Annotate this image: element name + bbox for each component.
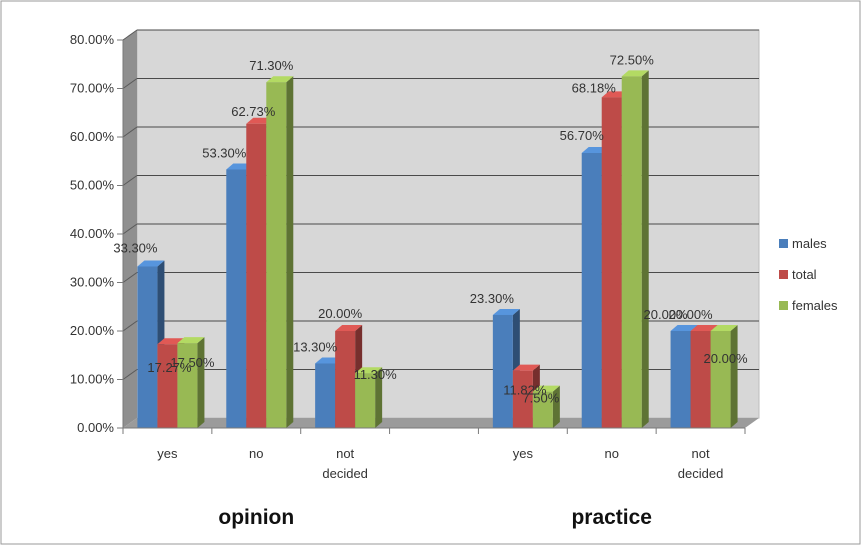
bar-side-females — [641, 70, 649, 428]
bar-total — [335, 331, 356, 428]
group-label: practice — [571, 506, 652, 529]
bar-top-males — [137, 260, 165, 267]
data-label-males: 23.30% — [470, 291, 515, 306]
data-label-females: 17.50% — [170, 355, 215, 370]
gridline-side — [122, 175, 138, 186]
bar-top-females — [621, 70, 649, 77]
x-tick-label: no — [249, 446, 263, 461]
bar-side-females — [286, 76, 294, 428]
bar-males — [670, 331, 691, 428]
bar-top-total — [335, 325, 363, 331]
bar-males — [226, 169, 247, 428]
data-label-females: 71.30% — [249, 58, 294, 73]
bar-top-females — [177, 337, 205, 344]
group-label: opinion — [218, 506, 294, 529]
bar-females — [532, 391, 553, 428]
x-tick-label: yes — [513, 446, 534, 461]
bar-top-males — [492, 308, 520, 315]
bar-total — [690, 331, 711, 428]
data-label-total: 20.00% — [318, 306, 363, 321]
gridline-side — [122, 369, 138, 380]
data-labels: 33.30% 17.27%17.50% 53.30% 62.73% 71.30% 13.3… — [113, 52, 748, 405]
data-label-total: 68.18% — [572, 80, 617, 95]
legend-swatch-males — [779, 239, 788, 248]
gridline-side — [122, 126, 138, 138]
bar-males — [137, 266, 158, 428]
legend-swatch-females — [779, 301, 788, 310]
bar-females — [621, 76, 642, 428]
gridline-side — [122, 272, 138, 283]
data-label-males: 13.30% — [293, 339, 338, 354]
gridline-side — [122, 78, 138, 89]
legend-swatch-total — [779, 270, 788, 279]
data-label-females: 11.30% — [354, 367, 398, 382]
y-tick-label: 20.00% — [70, 323, 115, 338]
bar-top-females — [532, 385, 560, 392]
bar-side-females — [552, 385, 560, 428]
legend-label-males: males — [792, 236, 827, 251]
bar-side-females — [197, 337, 205, 428]
y-tick-label: 50.00% — [70, 178, 115, 193]
bars — [137, 70, 738, 429]
bar-females — [355, 373, 376, 428]
data-label-females: 72.50% — [610, 52, 655, 67]
x-tick-label: decided — [678, 466, 724, 481]
bar-females — [710, 331, 731, 428]
x-tick-label: no — [604, 446, 618, 461]
gridline-side — [122, 320, 138, 332]
data-label-total: 20.00% — [669, 307, 714, 322]
bar-females — [177, 343, 198, 428]
bar-males — [315, 363, 336, 428]
y-tick-label: 60.00% — [70, 129, 115, 144]
bar-females — [266, 82, 287, 428]
gridline-side — [122, 29, 138, 41]
x-axis: yes no not decided yes no not decided opinion pra… — [122, 427, 746, 529]
data-label-males: 53.30% — [202, 145, 247, 160]
data-label-total: 11.82% — [503, 383, 547, 398]
bar-total — [512, 370, 533, 428]
bar-total — [246, 123, 267, 429]
bar-total — [157, 344, 178, 428]
bar-males — [581, 153, 602, 428]
bar-top-females — [710, 325, 738, 331]
plot-back-layer — [123, 29, 760, 428]
y-tick-label: 80.00% — [70, 32, 115, 47]
y-tick-label: 10.00% — [70, 372, 115, 387]
legend: males total females — [779, 236, 838, 313]
data-label-females: 7.50% — [522, 391, 559, 406]
bar-side-females — [730, 325, 738, 428]
bar-males — [492, 314, 513, 428]
x-tick-label: decided — [322, 466, 368, 481]
bar-top-males — [670, 325, 698, 331]
y-tick-label: 0.00% — [77, 420, 114, 435]
y-tick-label: 30.00% — [70, 275, 115, 290]
gridline-side — [122, 223, 138, 235]
data-label-females: 20.00% — [704, 351, 749, 366]
data-label-males: 20.00% — [644, 307, 689, 322]
x-tick-label: yes — [157, 446, 178, 461]
y-axis: 0.00% 10.00% 20.00% 30.00% 40.00% 50.00% 60.00… — [70, 32, 124, 435]
bar-top-total — [690, 325, 718, 331]
bar-top-females — [355, 367, 383, 374]
x-tick-label: not — [336, 446, 354, 461]
y-tick-label: 70.00% — [70, 81, 115, 96]
x-tick-label: not — [692, 446, 710, 461]
bar-top-total — [512, 364, 540, 371]
bar-side-females — [375, 367, 383, 428]
legend-label-females: females — [792, 298, 838, 313]
y-tick-label: 40.00% — [70, 226, 115, 241]
data-label-males: 33.30% — [113, 240, 158, 255]
bar-top-females — [266, 76, 294, 83]
data-label-total: 62.73% — [231, 104, 276, 119]
legend-label-total: total — [792, 267, 817, 282]
bar-total — [601, 97, 622, 429]
data-label-males: 56.70% — [560, 128, 605, 143]
data-label-total: 17.27% — [147, 360, 192, 375]
floor — [123, 418, 759, 428]
bar-top-total — [157, 338, 185, 345]
